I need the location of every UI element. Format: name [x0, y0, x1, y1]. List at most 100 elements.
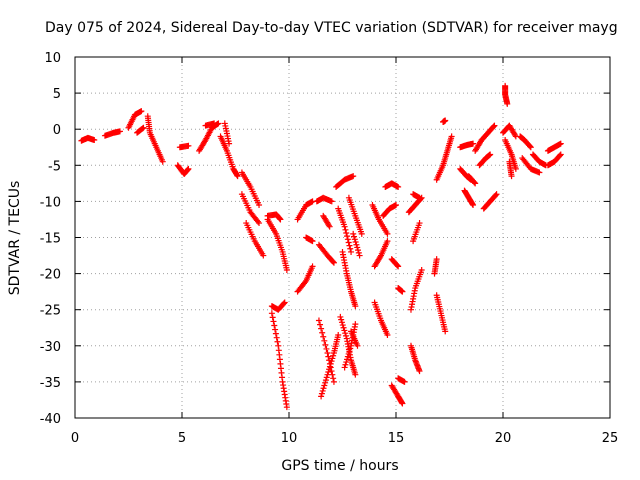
- data-point: [211, 120, 218, 127]
- data-point: [330, 259, 337, 266]
- data-point: [345, 239, 352, 246]
- data-point: [341, 364, 348, 371]
- data-point: [393, 202, 399, 209]
- data-point: [448, 133, 455, 140]
- y-tick-label: -5: [48, 159, 61, 174]
- data-point: [324, 350, 331, 357]
- data-point: [256, 202, 263, 209]
- grid-lines: [75, 57, 610, 418]
- data-point: [399, 288, 406, 295]
- data-points: [78, 82, 564, 411]
- data-point: [317, 321, 324, 328]
- data-point: [508, 173, 515, 180]
- data-point: [377, 253, 384, 260]
- data-point: [309, 238, 316, 245]
- data-point: [283, 404, 290, 411]
- data-point: [354, 244, 361, 251]
- data-point: [350, 230, 357, 237]
- data-point: [418, 266, 425, 273]
- data-point: [344, 233, 351, 240]
- data-point: [352, 321, 359, 328]
- data-point: [556, 152, 563, 159]
- data-point: [353, 241, 360, 248]
- y-axis-ticks: 10 5 0 -5 -10 -15 -20 -25 -30 -35 -40: [40, 51, 610, 427]
- data-point: [268, 310, 275, 317]
- data-point: [139, 125, 146, 132]
- data-point: [324, 371, 331, 378]
- data-point: [342, 226, 349, 233]
- data-point: [384, 331, 391, 338]
- data-point: [302, 279, 309, 286]
- data-point: [271, 322, 278, 329]
- data-point: [433, 256, 440, 263]
- data-point: [325, 368, 332, 375]
- data-point: [536, 169, 543, 176]
- data-point: [254, 218, 261, 225]
- data-point: [342, 332, 349, 339]
- y-tick-label: -35: [40, 376, 61, 391]
- data-point: [281, 299, 288, 306]
- data-point: [351, 233, 358, 240]
- data-point: [322, 379, 329, 386]
- data-point: [492, 192, 499, 199]
- data-point: [384, 230, 391, 237]
- data-point: [323, 345, 330, 352]
- data-point: [343, 359, 350, 366]
- data-point: [527, 143, 534, 150]
- data-point: [338, 319, 345, 326]
- data-point: [344, 353, 351, 360]
- data-point: [470, 140, 477, 147]
- data-point: [319, 329, 326, 336]
- data-point: [344, 236, 351, 243]
- data-point: [347, 245, 354, 252]
- data-point: [335, 331, 342, 338]
- x-axis-label: GPS time / hours: [281, 458, 398, 474]
- data-point: [493, 191, 500, 198]
- data-point: [472, 180, 479, 187]
- data-point: [273, 334, 280, 341]
- data-point: [326, 366, 333, 373]
- data-point: [327, 360, 334, 367]
- y-tick-label: 10: [44, 51, 61, 66]
- data-point: [274, 338, 281, 345]
- data-point: [470, 202, 477, 209]
- data-point: [330, 258, 337, 265]
- data-point: [322, 377, 329, 384]
- data-point: [234, 173, 241, 180]
- data-point: [138, 108, 145, 115]
- data-point: [322, 341, 329, 348]
- x-tick-label: 25: [602, 431, 619, 446]
- data-point: [346, 242, 353, 249]
- data-point: [356, 252, 363, 259]
- data-point: [557, 140, 564, 147]
- data-point: [260, 252, 267, 259]
- y-axis-label: SDTVAR / TECUs: [7, 181, 23, 296]
- data-point: [401, 378, 408, 385]
- data-point: [321, 382, 328, 389]
- y-tick-label: 5: [53, 87, 61, 102]
- data-point: [352, 303, 359, 310]
- data-point: [417, 195, 424, 202]
- data-point: [270, 318, 277, 325]
- data-point: [330, 378, 337, 385]
- data-point: [352, 371, 359, 378]
- data-point: [340, 324, 347, 331]
- data-point: [329, 355, 336, 362]
- data-point: [315, 317, 322, 324]
- data-point: [323, 374, 330, 381]
- data-point: [185, 142, 192, 149]
- data-point: [351, 236, 358, 243]
- data-point: [355, 247, 362, 254]
- data-point: [283, 266, 290, 273]
- data-point: [330, 352, 337, 359]
- data-point: [91, 137, 98, 144]
- data-point: [342, 361, 349, 368]
- data-point: [339, 322, 346, 329]
- data-point: [116, 128, 123, 135]
- data-point: [350, 173, 357, 180]
- y-tick-label: -40: [40, 412, 61, 427]
- data-point: [272, 326, 279, 333]
- data-point: [416, 368, 423, 375]
- x-tick-label: 15: [388, 431, 405, 446]
